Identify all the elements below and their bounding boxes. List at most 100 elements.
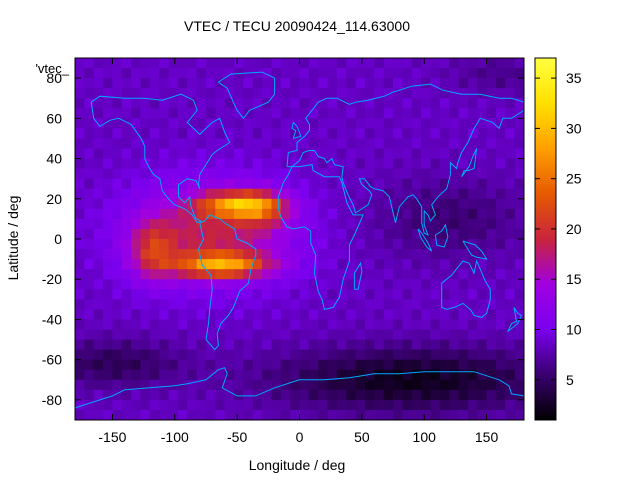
- heatmap-cell: [290, 269, 301, 280]
- heatmap-cell: [290, 339, 301, 351]
- heatmap-cell: [234, 88, 244, 99]
- heatmap-cell: [224, 198, 235, 210]
- heatmap-cell: [234, 249, 244, 260]
- heatmap-cell: [243, 128, 254, 140]
- heatmap-cell: [252, 88, 263, 99]
- heatmap-cell: [355, 58, 366, 69]
- heatmap-cell: [280, 329, 291, 341]
- heatmap-cell: [93, 299, 104, 310]
- heatmap-cell: [243, 198, 254, 210]
- heatmap-cell: [421, 198, 432, 210]
- heatmap-cell: [290, 98, 301, 109]
- heatmap-cell: [505, 198, 516, 210]
- heatmap-cell: [140, 108, 151, 119]
- heatmap-cell: [196, 329, 207, 341]
- heatmap-cell: [449, 239, 460, 250]
- heatmap-cell: [93, 349, 104, 361]
- heatmap-cell: [103, 319, 114, 331]
- heatmap-cell: [355, 339, 366, 351]
- heatmap-cell: [336, 98, 347, 109]
- heatmap-cell: [84, 309, 95, 321]
- heatmap-cell: [140, 78, 151, 89]
- heatmap-cell: [234, 269, 244, 280]
- heatmap-cell: [421, 379, 432, 391]
- x-tick-label: -100: [161, 429, 189, 445]
- heatmap-cell: [121, 299, 132, 310]
- heatmap-cell: [103, 228, 114, 240]
- heatmap-cell: [393, 319, 403, 331]
- heatmap-cell: [355, 299, 366, 310]
- heatmap-cell: [402, 379, 413, 391]
- heatmap-cell: [93, 138, 104, 150]
- heatmap-cell: [252, 309, 263, 321]
- heatmap-cell: [393, 138, 403, 150]
- heatmap-cell: [290, 289, 301, 300]
- heatmap-cell: [421, 98, 432, 109]
- heatmap-cell: [271, 349, 282, 361]
- heatmap-cell: [112, 138, 123, 150]
- heatmap-cell: [290, 78, 301, 89]
- heatmap-cell: [505, 309, 516, 321]
- heatmap-cell: [93, 58, 104, 69]
- heatmap-cell: [84, 128, 95, 140]
- heatmap-cell: [336, 369, 347, 381]
- heatmap-cell: [477, 249, 488, 260]
- heatmap-cell: [383, 349, 394, 361]
- heatmap-cell: [458, 389, 469, 401]
- heatmap-cell: [252, 249, 263, 260]
- heatmap-cell: [224, 239, 235, 250]
- heatmap-cell: [374, 128, 385, 140]
- heatmap-cell: [271, 259, 282, 270]
- heatmap-cell: [327, 389, 338, 401]
- heatmap-cell: [477, 349, 488, 361]
- heatmap-cell: [318, 289, 329, 300]
- heatmap-cell: [84, 208, 95, 220]
- heatmap-cell: [346, 188, 357, 200]
- heatmap-cell: [84, 118, 95, 129]
- heatmap-cell: [374, 78, 385, 89]
- heatmap-cell: [486, 98, 497, 109]
- heatmap-cell: [467, 108, 478, 119]
- heatmap-cell: [149, 409, 160, 420]
- heatmap-cell: [336, 289, 347, 300]
- heatmap-cell: [252, 118, 263, 129]
- heatmap-cell: [159, 168, 170, 180]
- x-tick-label: 150: [475, 429, 499, 445]
- heatmap-cell: [121, 279, 132, 290]
- heatmap-cell: [103, 78, 114, 89]
- heatmap-cell: [495, 239, 506, 250]
- heatmap-cell: [458, 239, 469, 250]
- heatmap-cell: [495, 68, 506, 79]
- heatmap-cell: [449, 389, 460, 401]
- heatmap-cell: [252, 68, 263, 79]
- heatmap-cell: [252, 218, 263, 230]
- heatmap-cell: [121, 98, 132, 109]
- heatmap-cell: [393, 369, 403, 381]
- heatmap-cell: [308, 78, 319, 89]
- heatmap-cell: [411, 379, 422, 391]
- heatmap-cell: [393, 329, 403, 341]
- heatmap-cell: [402, 198, 413, 210]
- heatmap-cell: [355, 178, 366, 190]
- heatmap-cell: [131, 389, 142, 401]
- heatmap-cell: [224, 329, 235, 341]
- heatmap-cell: [196, 289, 207, 300]
- y-tick-label: -40: [42, 311, 62, 327]
- heatmap-cell: [439, 269, 450, 280]
- heatmap-cell: [505, 158, 516, 170]
- heatmap-cell: [467, 158, 478, 170]
- heatmap-cell: [346, 329, 357, 341]
- heatmap-cell: [131, 279, 142, 290]
- heatmap-cell: [140, 339, 151, 351]
- heatmap-cell: [159, 349, 170, 361]
- heatmap-cell: [402, 269, 413, 280]
- heatmap-cell: [84, 289, 95, 300]
- heatmap-cell: [121, 178, 132, 190]
- heatmap-cell: [93, 389, 104, 401]
- heatmap-cell: [234, 218, 244, 230]
- heatmap-cell: [477, 178, 488, 190]
- heatmap-cell: [112, 399, 123, 411]
- heatmap-cell: [393, 58, 403, 69]
- heatmap-cell: [402, 228, 413, 240]
- heatmap-cell: [234, 108, 244, 119]
